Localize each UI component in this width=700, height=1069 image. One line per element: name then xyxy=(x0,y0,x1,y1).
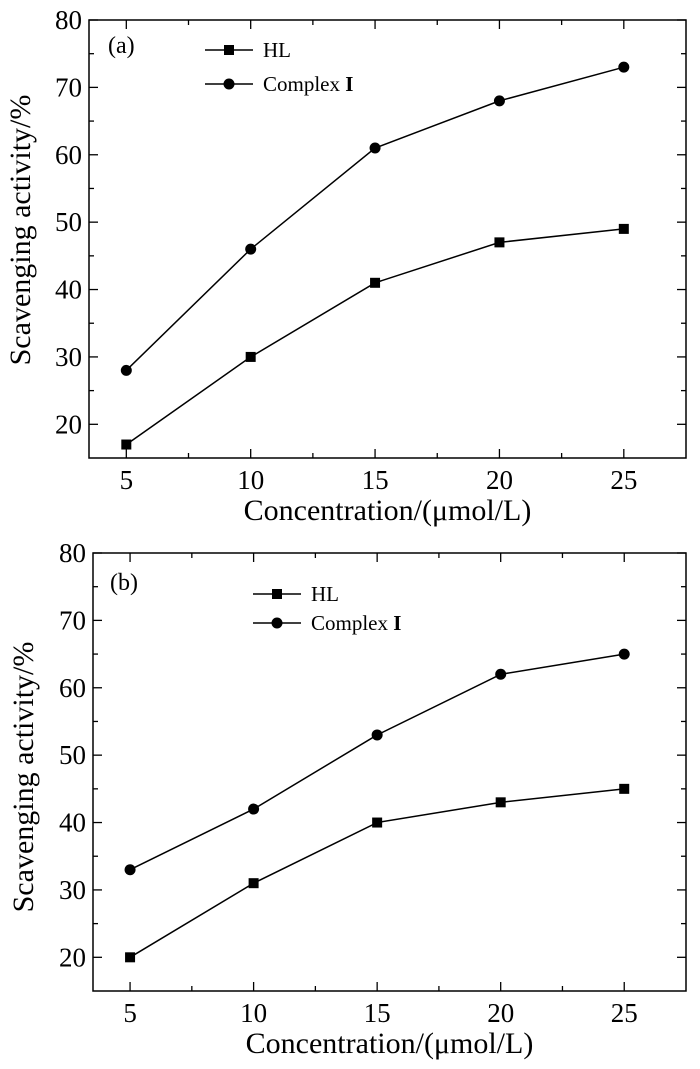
data-point xyxy=(495,797,506,808)
data-point xyxy=(494,237,505,248)
y-axis-title: Scavenging activity/% xyxy=(4,95,37,366)
panel-label: (a) xyxy=(108,33,135,59)
chart-panel-b: 20 30 40 50 60 70 80 5 10 15 20 25 Concentration/(μm… xyxy=(7,538,687,1060)
legend: HL Complex I xyxy=(253,582,401,635)
y-tick-label: 50 xyxy=(55,207,82,237)
series-line xyxy=(125,228,624,446)
data-point xyxy=(370,277,381,288)
plot-frame xyxy=(88,19,687,459)
y-tick-label: 40 xyxy=(55,275,82,305)
data-point xyxy=(121,439,132,450)
y-tick-label: 80 xyxy=(59,538,86,568)
y-tick-label: 20 xyxy=(59,942,86,972)
y-tick-label: 60 xyxy=(59,673,86,703)
y-tick-label: 70 xyxy=(55,72,82,102)
y-tick-label: 80 xyxy=(55,5,82,35)
data-point xyxy=(495,668,507,680)
panel-label: (b) xyxy=(110,570,138,596)
x-tick-label: 5 xyxy=(123,998,137,1028)
x-tick-label: 10 xyxy=(237,465,264,495)
x-tick-label: 5 xyxy=(120,465,134,495)
data-point xyxy=(248,878,259,889)
legend-marker xyxy=(271,617,283,629)
data-point xyxy=(493,95,505,107)
data-point xyxy=(120,364,132,376)
legend-label: Complex I xyxy=(311,611,401,635)
series-complex-i xyxy=(120,61,630,376)
x-tick-label: 25 xyxy=(611,998,638,1028)
series-line xyxy=(129,653,625,871)
legend-marker xyxy=(223,78,235,90)
series-complex-i xyxy=(124,648,630,876)
data-point xyxy=(248,803,260,815)
data-point xyxy=(124,864,136,876)
data-point xyxy=(618,223,629,234)
y-tick-label: 60 xyxy=(55,140,82,170)
data-point xyxy=(618,61,630,73)
x-axis-title: Concentration/(μmol/L) xyxy=(246,1027,534,1060)
data-point xyxy=(619,783,630,794)
data-point xyxy=(618,648,630,660)
legend-label: HL xyxy=(311,582,339,606)
data-point xyxy=(372,817,383,828)
chart-panel-a: 20 30 40 50 60 70 80 5 10 15 20 25 Concentration/(μm… xyxy=(4,5,687,527)
plot-frame xyxy=(92,552,687,992)
x-tick-label: 10 xyxy=(240,998,267,1028)
series-line xyxy=(129,788,625,958)
data-point xyxy=(369,142,381,154)
x-tick-label: 20 xyxy=(486,465,513,495)
x-tick-label: 15 xyxy=(364,998,391,1028)
series-line xyxy=(125,66,625,371)
x-axis-title: Concentration/(μmol/L) xyxy=(244,494,532,527)
series-hl xyxy=(121,223,629,450)
x-tick-label: 25 xyxy=(610,465,637,495)
legend-marker xyxy=(224,45,234,55)
data-point xyxy=(371,729,383,741)
x-tick-label: 15 xyxy=(362,465,389,495)
y-tick-label: 40 xyxy=(59,808,86,838)
y-tick-label: 70 xyxy=(59,605,86,635)
y-tick-label: 20 xyxy=(55,409,82,439)
y-tick-label: 50 xyxy=(59,740,86,770)
legend-label: Complex I xyxy=(263,72,353,96)
x-tick-label: 20 xyxy=(487,998,514,1028)
y-tick-label: 30 xyxy=(59,875,86,905)
data-point xyxy=(125,952,136,963)
series-hl xyxy=(125,783,630,963)
legend: HL Complex I xyxy=(205,38,353,96)
legend-marker xyxy=(272,589,282,599)
legend-label: HL xyxy=(263,38,291,62)
data-point xyxy=(245,351,256,362)
data-point xyxy=(245,243,257,255)
y-axis-title: Scavenging activity/% xyxy=(7,642,40,913)
y-tick-label: 30 xyxy=(55,342,82,372)
